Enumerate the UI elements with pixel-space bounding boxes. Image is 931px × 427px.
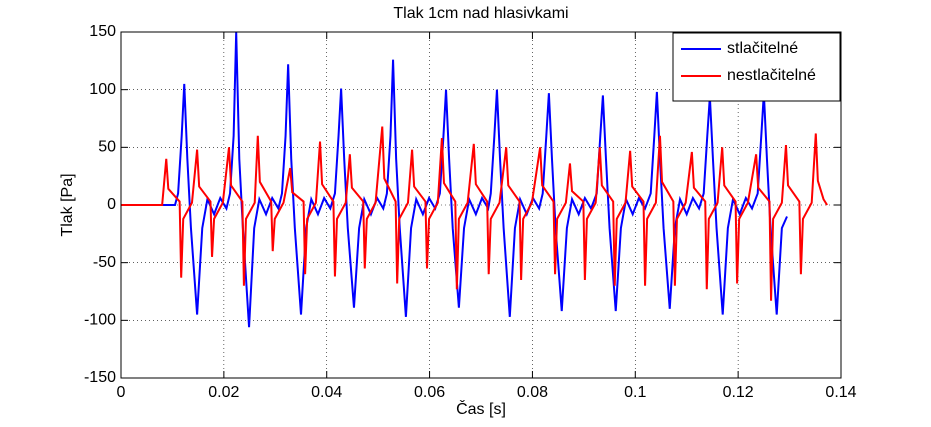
legend: stlačitelné nestlačitelné bbox=[672, 32, 841, 102]
y-tick-label: 0 bbox=[107, 196, 116, 213]
legend-label: stlačitelné bbox=[727, 40, 798, 57]
plot-frame bbox=[120, 31, 842, 379]
legend-label: nestlačitelné bbox=[727, 67, 816, 84]
y-tick-label: 100 bbox=[89, 81, 116, 98]
chart-title: Tlak 1cm nad hlasivkami bbox=[393, 5, 568, 22]
x-tick-label: 0.12 bbox=[723, 384, 754, 401]
y-axis-label: Tlak [Pa] bbox=[59, 173, 76, 236]
series-line bbox=[121, 31, 788, 328]
x-tick-label: 0.1 bbox=[624, 384, 646, 401]
y-tick-label: -150 bbox=[84, 369, 116, 386]
x-tick-label: 0.04 bbox=[311, 384, 342, 401]
x-tick-label: 0.02 bbox=[208, 384, 239, 401]
legend-box bbox=[672, 32, 841, 102]
y-tick-label: 50 bbox=[98, 139, 116, 156]
y-tick-label: -100 bbox=[84, 312, 116, 329]
x-axis-label: Čas [s] bbox=[456, 399, 506, 418]
x-tick-label: 0.06 bbox=[414, 384, 445, 401]
series-line bbox=[121, 126, 828, 301]
x-tick-label: 0 bbox=[117, 384, 126, 401]
x-tick-label: 0.14 bbox=[825, 384, 856, 401]
y-tick-label: 150 bbox=[89, 23, 116, 40]
x-tick-label: 0.08 bbox=[517, 384, 548, 401]
y-tick-label: -50 bbox=[93, 254, 116, 271]
